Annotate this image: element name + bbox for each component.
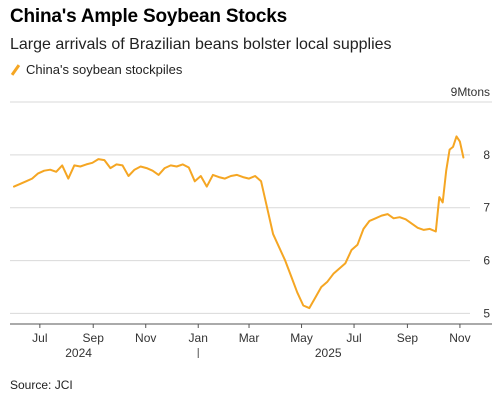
y-tick-label: 8 [483,148,490,162]
x-tick-label: Sep [83,331,105,345]
year-label: 2024 [65,346,92,360]
x-tick-label: Jul [346,331,361,345]
x-tick-label: Sep [397,331,419,345]
source-note: Source: JCI [10,378,73,392]
y-tick-label: 5 [483,306,490,320]
x-tick-label: Nov [135,331,156,345]
unit-label: 9Mtons [451,85,490,99]
series-line [13,135,465,310]
x-tick-label: Jan [189,331,208,345]
year-label: 2025 [315,346,342,360]
x-tick-label: Mar [239,331,260,345]
y-tick-label: 6 [483,254,490,268]
chart-title: China's Ample Soybean Stocks [10,6,287,27]
x-tick-label: Nov [449,331,470,345]
chart-subtitle: Large arrivals of Brazilian beans bolste… [10,36,392,53]
x-tick-label: Jul [32,331,47,345]
legend-label: China's soybean stockpiles [26,62,183,77]
legend: China's soybean stockpiles [10,62,182,77]
y-tick-label: 7 [483,201,490,215]
x-tick-label: May [290,331,313,345]
